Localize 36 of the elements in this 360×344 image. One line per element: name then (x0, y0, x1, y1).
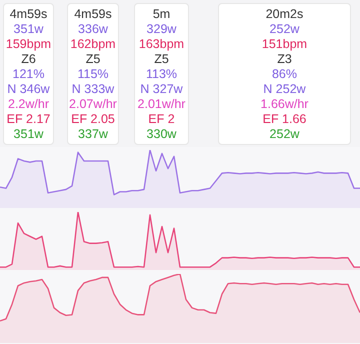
text: 162bpm (69, 37, 117, 52)
text: 337w (77, 127, 109, 142)
text: EF 2 (147, 112, 176, 127)
text: Z3 (276, 52, 293, 67)
text: N 346w (6, 82, 51, 97)
text: 86% (270, 67, 298, 82)
text: 2.07w/hr (68, 97, 118, 112)
text: EF 1.66 (262, 112, 308, 127)
text: Z5 (153, 52, 170, 67)
text: 2.01w/hr (136, 97, 186, 112)
text: 330w (146, 127, 178, 142)
text: 20m2s (264, 7, 304, 22)
text: 351w (12, 22, 44, 37)
text: 115% (76, 67, 110, 82)
text: N 333w (70, 82, 116, 97)
text: N 252w (262, 82, 307, 97)
text: 336w (77, 22, 109, 37)
text: Z6 (20, 52, 37, 67)
text: 151bpm (260, 37, 308, 52)
text: Z5 (84, 52, 102, 67)
text: 113% (144, 67, 178, 82)
text: 4m59s (73, 7, 113, 22)
text: 159bpm (4, 37, 52, 52)
text: 351w (12, 127, 44, 142)
text: 329w (146, 22, 178, 37)
text: 121% (12, 67, 46, 82)
text: N 327w (139, 82, 184, 97)
text: 5m (152, 7, 172, 22)
text: 4m59s (8, 7, 48, 22)
text: EF 2.05 (70, 112, 116, 127)
text: 2.2w/hr (7, 97, 50, 112)
text: EF 2.17 (6, 112, 52, 127)
text: 252w (268, 127, 300, 142)
text: 163bpm (138, 37, 186, 52)
text: 1.66w/hr (260, 97, 310, 112)
text: 252w (268, 22, 300, 37)
